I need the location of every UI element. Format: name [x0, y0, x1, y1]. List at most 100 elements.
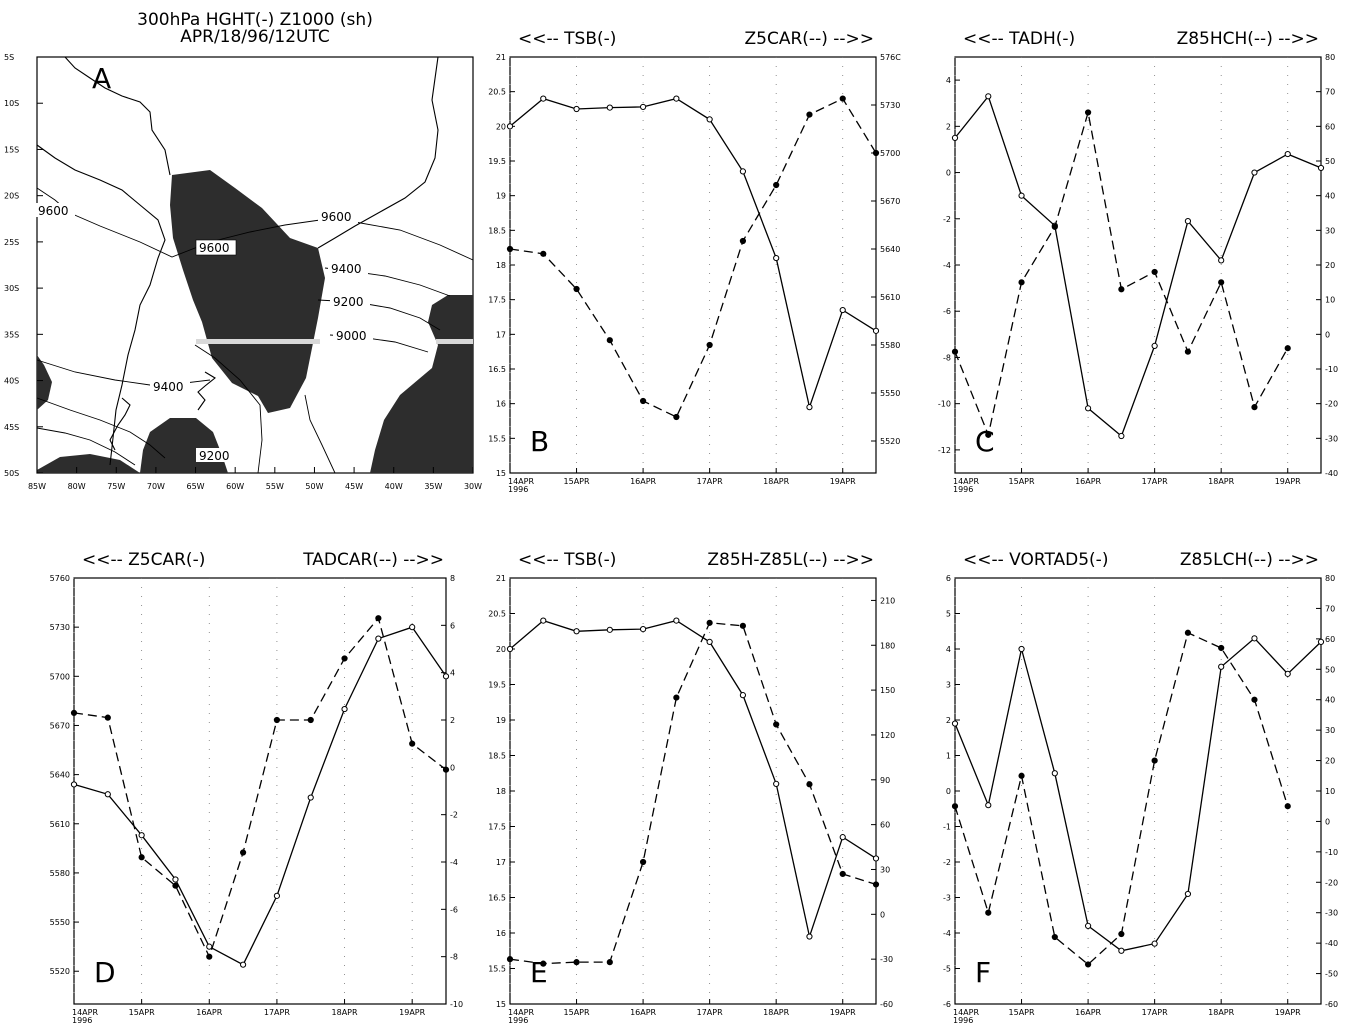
data-point [409, 740, 416, 747]
chart-panel-c: <<-- TADH(-) Z85HCH(--) -->> -12 -10 -8 -6 -4 -… [938, 29, 1338, 494]
left-tick-label: -1 [943, 823, 951, 832]
right-tick-label: 50 [1325, 665, 1335, 674]
data-point [540, 960, 547, 967]
data-point [985, 431, 992, 438]
data-point [706, 619, 713, 626]
left-tick-label: 4 [946, 76, 951, 85]
left-tick-label: 20.5 [488, 610, 506, 619]
plot-frame [954, 577, 1322, 1005]
map-streak-east [436, 339, 473, 344]
right-tick-label: 50 [1325, 157, 1335, 166]
left-tick-label: 20 [496, 122, 506, 131]
data-point [307, 716, 314, 724]
right-tick-label: 576C [880, 53, 901, 62]
data-point [739, 237, 747, 245]
data-point [806, 111, 813, 118]
x-tick-label: 17APR [264, 1008, 290, 1017]
data-point [1184, 629, 1192, 636]
x-tick-label: 19APR [399, 1008, 425, 1017]
data-point [1151, 268, 1158, 276]
x-tick-label: 14APR [508, 1008, 534, 1017]
right-tick-label: 80 [1325, 574, 1335, 583]
right-tick-label: 30 [880, 865, 890, 874]
map-lon-label: 85W [28, 482, 46, 491]
map-lon-label: 80W [68, 482, 86, 491]
data-point [606, 626, 613, 633]
left-tick-label: 17.5 [488, 823, 506, 832]
right-tick-label: -50 [1325, 970, 1338, 979]
x-tick-label: 18APR [332, 1008, 358, 1017]
data-point [1284, 150, 1291, 158]
data-point [606, 959, 613, 966]
data-point [341, 705, 348, 713]
contour-label: 9600 [321, 210, 352, 224]
right-tick-label: 5640 [880, 245, 900, 254]
map-lat-labels: 5S 10S 15S 20S 25S 30S 35S 40S 45S 50S [4, 53, 43, 478]
left-tick-label: 2 [946, 122, 951, 131]
right-tick-label: -30 [1325, 434, 1338, 443]
data-point [1084, 405, 1092, 412]
data-point [409, 624, 416, 631]
left-tick-label: 21 [496, 574, 506, 583]
data-point [673, 413, 680, 421]
right-tick-label: 150 [880, 686, 895, 695]
data-point [706, 638, 713, 646]
right-tick-label: 20 [1325, 261, 1335, 270]
data-point [1018, 772, 1025, 779]
data-point [506, 645, 514, 653]
x-tick-label: 16APR [196, 1008, 222, 1017]
left-tick-label: 5 [946, 610, 951, 619]
map-lon-label: 75W [107, 482, 125, 491]
data-point [273, 892, 281, 899]
contour-label: 9600 [38, 204, 69, 218]
data-point [375, 615, 382, 622]
x-tick-label: 15APR [564, 1008, 590, 1017]
left-tick-label: 20 [496, 645, 506, 654]
left-tick-label: 1 [946, 752, 951, 761]
series-line-z5car [509, 97, 877, 418]
x-tick-label: 19APR [1275, 477, 1301, 486]
data-point [1251, 696, 1258, 703]
data-point [639, 103, 647, 111]
data-point [673, 95, 680, 102]
data-point [138, 832, 145, 839]
chart-title-right: Z85H-Z85L(--) -->> [707, 550, 874, 570]
data-point [70, 709, 78, 717]
panel-letter-e: E [530, 956, 548, 989]
series-line-z5car [73, 626, 447, 966]
series-line-tadh [954, 94, 1322, 438]
data-point [273, 716, 281, 724]
map-lat-label: 45S [4, 423, 19, 432]
data-point [1151, 940, 1158, 947]
right-tick-label: 8 [450, 574, 455, 583]
chart-panel-b: <<-- TSB(-) Z5CAR(--) -->> 15 15.5 16 16.5 17 1… [488, 29, 901, 494]
right-tick-label: -20 [1325, 878, 1338, 887]
data-point [1251, 169, 1258, 176]
right-tick-label: -60 [1325, 1000, 1338, 1009]
map-lon-label: 35W [424, 482, 442, 491]
x-tick-label: 19APR [830, 477, 856, 486]
chart-title-right: Z85HCH(--) -->> [1177, 29, 1319, 49]
left-tick-label: -12 [938, 446, 951, 455]
data-point [104, 791, 111, 798]
right-tick-label: -60 [880, 1000, 893, 1009]
data-point [1051, 223, 1058, 230]
series-line-tsb [509, 97, 877, 410]
data-point [1317, 164, 1325, 172]
left-tick-label: 5640 [50, 771, 70, 780]
data-point [739, 622, 747, 629]
data-point [375, 635, 382, 642]
right-tick-label: 60 [880, 821, 890, 830]
right-tick-label: -30 [880, 955, 893, 964]
left-tick-label: -6 [943, 1000, 951, 1009]
x-tick-label: 18APR [1208, 1008, 1234, 1017]
chart-panel-d: <<-- Z5CAR(-) TADCAR(--) -->> 5520 5550 5580… [50, 550, 463, 1025]
right-tick-label: -10 [1325, 365, 1338, 374]
left-tick-label: -10 [938, 400, 951, 409]
panel-letter-d: D [94, 956, 116, 989]
right-tick-label: 5580 [880, 341, 900, 350]
left-tick-label: 19 [496, 192, 506, 201]
right-tick-label: -10 [1325, 848, 1338, 857]
data-point [872, 881, 880, 888]
right-tick-label: 0 [450, 763, 455, 772]
